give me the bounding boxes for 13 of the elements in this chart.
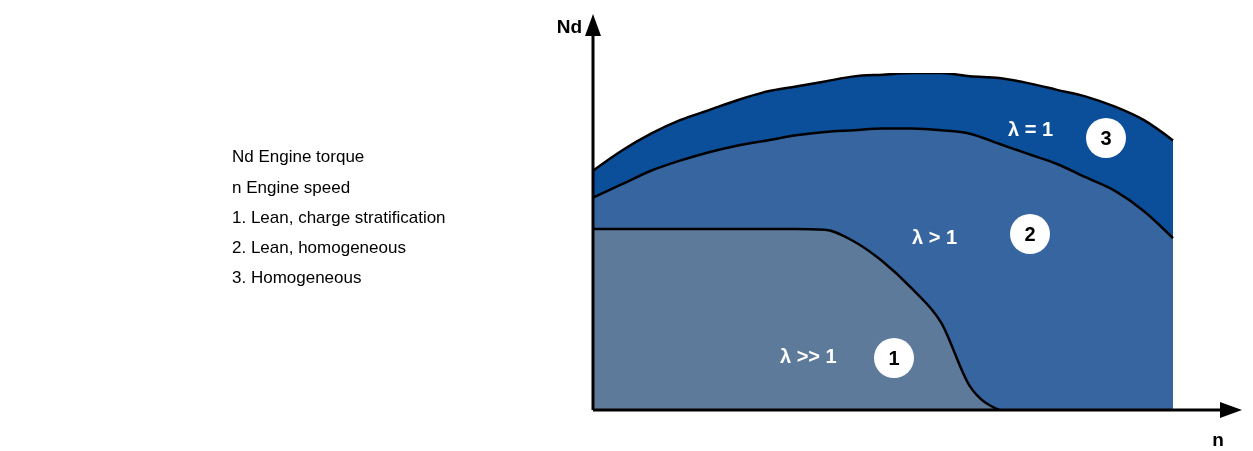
text: 2. Lean, homogeneous [232,238,406,258]
text: Nd Engine torque [232,147,365,167]
annotation: λ = 1 [1008,118,1054,141]
text: 3. Homogeneous [232,268,362,288]
annotation: 3 [1100,126,1112,150]
annotation: λ > 1 [912,226,958,249]
annotation: 2 [1024,222,1036,246]
x-axis-title: n [1212,429,1224,450]
text: 1. Lean, charge stratification [232,208,446,228]
y-axis-title: Nd [556,16,582,37]
annotation: 1 [888,346,900,370]
text: n Engine speed [232,178,351,198]
annotation: λ >> 1 [780,345,837,368]
